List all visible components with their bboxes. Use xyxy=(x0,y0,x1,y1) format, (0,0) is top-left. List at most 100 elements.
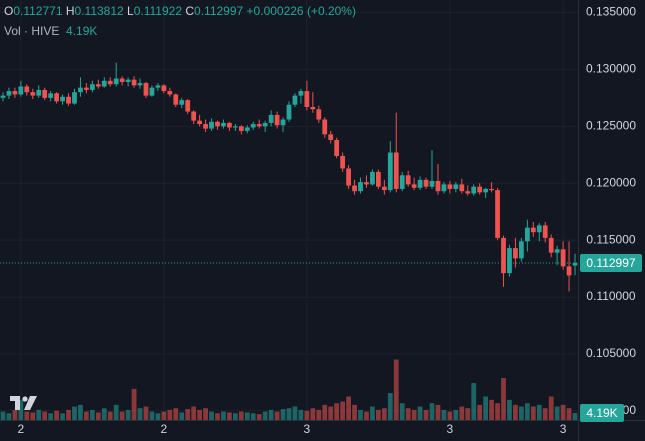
candle-body xyxy=(167,91,173,95)
volume-bar xyxy=(72,406,77,420)
volume-bar xyxy=(95,412,101,420)
candle-body xyxy=(483,188,489,193)
low-value: 0.111922 xyxy=(133,4,183,18)
volume-bar xyxy=(155,413,161,420)
volume-bar xyxy=(24,411,30,420)
volume-bar xyxy=(429,403,435,420)
volume-bar xyxy=(548,396,554,420)
grid xyxy=(0,0,578,420)
candle-body xyxy=(471,186,477,194)
candle-body xyxy=(548,237,554,253)
candle-body xyxy=(54,93,59,102)
volume-bar xyxy=(286,408,292,420)
candle-body xyxy=(30,92,36,96)
candle-body xyxy=(119,78,125,82)
candle-body xyxy=(209,121,214,129)
volume-bar xyxy=(125,409,131,420)
volume-bar xyxy=(179,412,185,420)
volume-bar xyxy=(54,410,59,420)
volume-bar xyxy=(477,404,483,420)
volume-bar xyxy=(113,404,119,420)
x-tick-label: 3 xyxy=(560,422,567,436)
candle-body xyxy=(322,119,328,135)
volume-bar xyxy=(560,404,566,420)
candle-body xyxy=(137,83,143,86)
volume-bar xyxy=(375,409,381,420)
candle-body xyxy=(42,89,48,98)
candle-body xyxy=(60,96,65,102)
candle-body xyxy=(459,184,465,192)
volume-bar xyxy=(542,408,548,420)
high-value: 0.113812 xyxy=(74,4,124,18)
volume-bar xyxy=(459,406,465,420)
volume-bar xyxy=(256,414,262,420)
volume-bar xyxy=(137,408,143,420)
volume-layer xyxy=(0,359,578,420)
volume-bar xyxy=(346,396,351,420)
volume-bar xyxy=(78,404,83,420)
candle-body xyxy=(387,152,393,191)
candle-body xyxy=(364,182,369,185)
y-tick-label: 0.135000 xyxy=(586,5,636,19)
candle-body xyxy=(191,111,197,121)
volume-bar xyxy=(203,408,208,420)
volume-bar xyxy=(358,409,363,420)
volume-bar xyxy=(292,406,298,420)
last-volume-label: 4.19K xyxy=(586,406,617,420)
volume-bar xyxy=(250,413,256,420)
candle-body xyxy=(429,180,435,187)
volume-bar xyxy=(131,388,137,420)
candle-body xyxy=(381,186,387,191)
volume-bar xyxy=(507,399,512,420)
volume-value: 4.19K xyxy=(66,24,98,38)
volume-bar xyxy=(298,409,304,420)
candle-body xyxy=(101,80,107,87)
candle-body xyxy=(66,96,71,104)
volume-bar xyxy=(387,393,393,420)
candle-body xyxy=(143,83,149,96)
volume-bar xyxy=(173,408,179,420)
volume-bar xyxy=(513,404,518,420)
volume-bar xyxy=(84,411,89,420)
candle-body xyxy=(507,248,512,274)
candle-body xyxy=(489,188,494,191)
candle-body xyxy=(375,171,381,187)
candle-body xyxy=(131,79,137,86)
volume-bar xyxy=(119,411,125,420)
candle-body xyxy=(179,100,185,105)
open-value: 0.112771 xyxy=(13,4,63,18)
volume-bar xyxy=(107,411,113,420)
candle-body xyxy=(12,91,18,95)
candle-body xyxy=(441,184,447,192)
y-tick-label: 0.110000 xyxy=(586,289,635,303)
volume-bar xyxy=(328,406,334,420)
volume-bar xyxy=(465,408,471,420)
candle-body xyxy=(352,185,357,192)
volume-bar xyxy=(316,409,322,420)
candle-layer xyxy=(0,62,578,292)
volume-bar xyxy=(471,383,477,420)
candle-body xyxy=(411,184,417,188)
y-tick-label: 0.115000 xyxy=(586,232,635,246)
candle-body xyxy=(89,84,95,90)
volume-bar xyxy=(227,412,232,420)
candle-body xyxy=(399,175,405,189)
volume-bar xyxy=(572,412,578,420)
candle-body xyxy=(107,80,113,85)
x-tick-label: 3 xyxy=(304,422,311,436)
volume-bar xyxy=(30,412,36,420)
volume-bar xyxy=(340,401,346,420)
candle-body xyxy=(542,225,548,238)
candle-body xyxy=(36,89,42,96)
volume-bar xyxy=(89,409,95,420)
volume-bar xyxy=(524,403,530,420)
candle-body xyxy=(113,78,119,85)
volume-bar xyxy=(215,413,220,420)
candle-body xyxy=(340,155,346,169)
candle-body xyxy=(334,140,340,156)
candle-body xyxy=(477,186,483,193)
candle-body xyxy=(316,109,322,120)
volume-bar xyxy=(417,406,423,420)
volume-bar xyxy=(60,413,65,420)
